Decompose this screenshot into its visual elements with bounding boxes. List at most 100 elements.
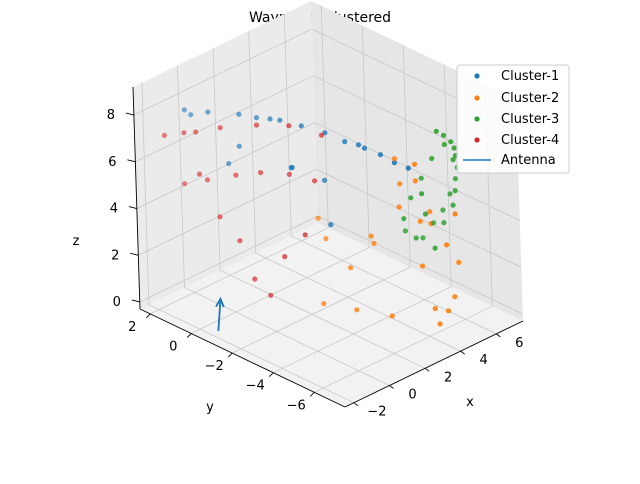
point-cluster-3-14: [408, 195, 414, 201]
point-cluster-1-19: [288, 165, 294, 171]
point-cluster-2-15: [397, 181, 403, 187]
point-cluster-2-18: [411, 161, 418, 167]
legend-label-cluster-2: Cluster-2: [501, 91, 559, 106]
point-cluster-4-10: [318, 132, 325, 138]
x-tick-4: [496, 333, 501, 338]
point-cluster-4-7: [217, 125, 223, 131]
floor-pane: [140, 223, 523, 407]
point-cluster-1-2: [236, 111, 242, 117]
point-cluster-3-12: [402, 228, 408, 234]
point-cluster-4-19: [193, 129, 199, 135]
point-cluster-3-18: [441, 220, 447, 226]
point-cluster-1-1: [205, 109, 211, 115]
point-cluster-1-16: [226, 160, 232, 167]
z-tick-3: [127, 159, 136, 163]
point-cluster-3-23: [422, 211, 429, 217]
legend-marker-cluster-3: [474, 116, 480, 122]
point-cluster-3-21: [450, 157, 456, 163]
y-tick-label-1: 0: [169, 340, 177, 355]
legend: Cluster-1 Cluster-2 Cluster-3 Cluster-4 …: [456, 64, 570, 174]
point-cluster-1-8: [361, 145, 368, 151]
z-grid-line-1: [138, 168, 522, 268]
point-cluster-3-22: [432, 245, 438, 251]
point-cluster-3-24: [419, 191, 425, 197]
point-cluster-2-2: [452, 294, 458, 300]
z-tick-label-1: 2: [111, 248, 119, 263]
y-grid-line-3: [273, 64, 452, 374]
z-grid-line-4: [133, 28, 518, 128]
x-tick-label-1: 0: [408, 388, 416, 403]
point-cluster-2-12: [371, 240, 377, 246]
point-cluster-4-18: [161, 132, 167, 138]
y-tick-0: [145, 313, 151, 319]
y-tick-label-2: −2: [205, 359, 224, 374]
x-tick-2: [424, 367, 430, 372]
point-cluster-3-17: [441, 141, 447, 148]
z-tick-4: [125, 112, 134, 116]
point-cluster-2-21: [432, 305, 438, 312]
z-grid-line-2: [136, 122, 521, 221]
y-tick-4: [309, 391, 315, 397]
legend-label-cluster-3: Cluster-3: [501, 112, 559, 127]
antenna-line: [217, 298, 222, 332]
point-cluster-3-7: [448, 139, 454, 145]
y-grid-line-2: [232, 45, 411, 354]
point-cluster-4-0: [182, 181, 188, 187]
point-cluster-3-19: [450, 202, 456, 208]
point-cluster-1-11: [405, 165, 411, 171]
legend-label-cluster-4: Cluster-4: [501, 133, 559, 148]
x-grid-line-4: [283, 13, 497, 335]
legend-label-antenna: Antenna: [501, 153, 556, 168]
point-cluster-3-2: [447, 191, 453, 197]
point-cluster-2-9: [354, 307, 360, 313]
point-cluster-4-17: [302, 232, 308, 238]
z-tick-1: [130, 252, 139, 256]
point-cluster-2-8: [389, 313, 395, 319]
point-cluster-2-13: [368, 233, 374, 239]
point-cluster-2-7: [456, 259, 462, 265]
point-cluster-4-5: [312, 178, 318, 184]
legend-box: [456, 64, 570, 174]
x-grid-line-0: [141, 82, 355, 404]
point-cluster-2-0: [437, 321, 443, 327]
x-tick-0: [353, 402, 359, 407]
legend-label-cluster-1: Cluster-1: [501, 69, 559, 84]
x-tick-3: [460, 350, 465, 355]
y-tick-3: [268, 372, 274, 378]
point-cluster-3-16: [429, 155, 435, 162]
point-cluster-3-9: [433, 128, 439, 134]
point-cluster-1-0: [181, 107, 187, 113]
point-cluster-1-12: [188, 112, 194, 118]
legend-marker-cluster-1: [474, 73, 480, 79]
y-tick-label-3: −4: [246, 379, 265, 394]
point-cluster-2-1: [445, 308, 452, 314]
point-cluster-2-19: [444, 242, 450, 248]
point-cluster-2-16: [412, 178, 418, 184]
point-cluster-4-14: [252, 276, 258, 282]
point-cluster-3-3: [452, 176, 458, 182]
point-cluster-4-16: [282, 254, 288, 260]
point-cluster-1-14: [355, 142, 362, 148]
back-pane-y: [133, 1, 318, 309]
point-cluster-1-20: [328, 222, 334, 228]
point-cluster-3-6: [451, 145, 457, 151]
x-tick-1: [389, 385, 394, 389]
point-cluster-2-22: [323, 236, 329, 242]
x-tick-label-0: −2: [367, 405, 386, 420]
point-cluster-1-3: [253, 115, 260, 121]
data-points: [161, 107, 462, 332]
point-cluster-4-1: [204, 177, 211, 183]
y-axis-line: [139, 308, 346, 408]
z-axis-label: z: [73, 234, 80, 249]
point-cluster-4-6: [181, 130, 187, 136]
z-tick-label-3: 6: [108, 155, 116, 170]
y-tick-1: [186, 333, 192, 338]
point-cluster-4-2: [233, 172, 239, 178]
point-cluster-1-4: [277, 117, 283, 123]
point-cluster-3-20: [452, 188, 458, 194]
z-tick-label-2: 4: [110, 202, 118, 217]
point-cluster-2-14: [396, 204, 402, 210]
